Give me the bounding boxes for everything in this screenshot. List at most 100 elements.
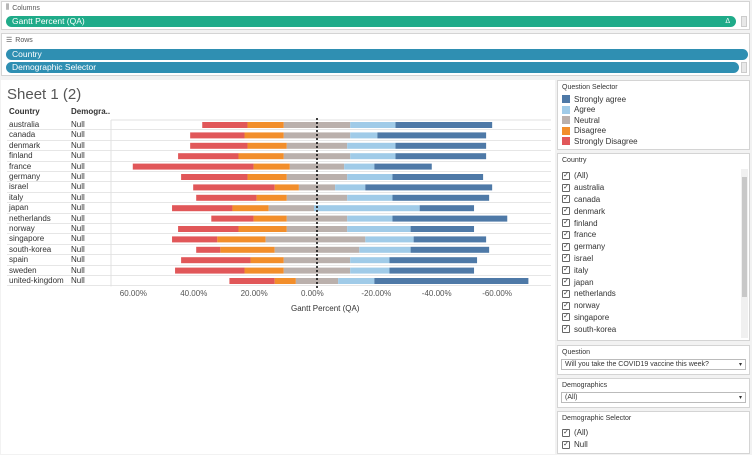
country-scroll-thumb[interactable] — [742, 177, 747, 297]
checkbox-checked-icon[interactable]: ✓ — [562, 219, 570, 228]
row-label-country[interactable]: sweden — [9, 265, 37, 275]
bar-disagree-germany[interactable] — [247, 174, 287, 180]
bar-strongly-agree-singapore[interactable] — [413, 236, 487, 243]
bar-neutral-south-korea[interactable] — [274, 246, 360, 253]
bar-disagree-canada[interactable] — [244, 132, 284, 139]
bar-strongly-disagree-united-kingdom[interactable] — [229, 278, 275, 284]
bar-strongly-agree-france[interactable] — [374, 163, 432, 170]
row-label-country[interactable]: netherlands — [9, 213, 51, 223]
bar-strongly-disagree-south-korea[interactable] — [196, 246, 221, 253]
legend-item[interactable]: Strongly agree — [558, 94, 749, 105]
checkbox-checked-icon[interactable]: ✓ — [562, 289, 570, 298]
bar-agree-south-korea[interactable] — [359, 246, 411, 253]
row-label-country[interactable]: finland — [9, 151, 33, 161]
bar-agree-france[interactable] — [344, 163, 375, 170]
bar-strongly-agree-spain[interactable] — [389, 257, 478, 264]
bar-disagree-australia[interactable] — [247, 122, 284, 128]
bar-agree-finland[interactable] — [350, 153, 396, 160]
filter-option[interactable]: ✓ Null — [558, 439, 749, 451]
bar-neutral-denmark[interactable] — [286, 142, 348, 149]
bar-disagree-italy[interactable] — [256, 194, 287, 201]
rows-scrollbar[interactable] — [741, 62, 747, 73]
filter-option[interactable]: ✓ denmark — [558, 205, 749, 217]
bar-strongly-agree-germany[interactable] — [392, 174, 484, 180]
filter-option[interactable]: ✓ italy — [558, 264, 749, 276]
filter-option[interactable]: ✓ germany — [558, 241, 749, 253]
country-scrollbar[interactable] — [741, 169, 748, 338]
bar-strongly-disagree-italy[interactable] — [196, 194, 257, 201]
bar-strongly-agree-australia[interactable] — [395, 122, 493, 128]
filter-option[interactable]: ✓ (All) — [558, 427, 749, 439]
bar-strongly-disagree-sweden[interactable] — [175, 267, 245, 274]
filter-option[interactable]: ✓ norway — [558, 300, 749, 312]
checkbox-checked-icon[interactable]: ✓ — [562, 183, 570, 192]
filter-option[interactable]: ✓ australia — [558, 182, 749, 194]
bar-agree-australia[interactable] — [350, 122, 396, 128]
bar-disagree-united-kingdom[interactable] — [274, 278, 296, 284]
bar-strongly-agree-japan[interactable] — [419, 205, 475, 212]
bar-strongly-agree-united-kingdom[interactable] — [374, 278, 529, 284]
demographics-dropdown[interactable]: (All) ▾ — [561, 392, 746, 403]
checkbox-checked-icon[interactable]: ✓ — [562, 254, 570, 263]
checkbox-checked-icon[interactable]: ✓ — [562, 266, 570, 275]
bar-agree-italy[interactable] — [347, 194, 393, 201]
row-label-country[interactable]: canada — [9, 130, 36, 140]
bar-disagree-denmark[interactable] — [247, 142, 287, 149]
bar-neutral-germany[interactable] — [286, 174, 348, 180]
col-header-demographic[interactable]: Demogra.. — [71, 107, 111, 116]
bar-agree-spain[interactable] — [350, 257, 390, 264]
bar-agree-sweden[interactable] — [350, 267, 390, 274]
bar-neutral-singapore[interactable] — [265, 236, 366, 243]
bar-agree-japan[interactable] — [313, 205, 420, 212]
bar-strongly-disagree-canada[interactable] — [190, 132, 245, 139]
bar-neutral-japan[interactable] — [268, 205, 314, 212]
row-label-country[interactable]: norway — [9, 224, 35, 233]
row-label-country[interactable]: singapore — [9, 234, 45, 244]
bar-agree-netherlands[interactable] — [347, 215, 393, 222]
bar-strongly-agree-denmark[interactable] — [395, 142, 487, 149]
row-label-country[interactable]: israel — [9, 182, 29, 192]
filter-option[interactable]: ✓ singapore — [558, 312, 749, 324]
bar-agree-united-kingdom[interactable] — [338, 278, 375, 284]
bar-disagree-israel[interactable] — [274, 184, 299, 191]
row-label-country[interactable]: australia — [9, 120, 40, 129]
bar-strongly-disagree-netherlands[interactable] — [211, 215, 254, 222]
filter-option[interactable]: ✓ south-korea — [558, 323, 749, 335]
bar-disagree-france[interactable] — [253, 163, 290, 170]
bar-strongly-disagree-denmark[interactable] — [190, 142, 248, 149]
country-pill[interactable]: Country — [6, 49, 748, 60]
checkbox-checked-icon[interactable]: ✓ — [562, 171, 570, 180]
bar-strongly-disagree-japan[interactable] — [172, 205, 233, 212]
bar-disagree-netherlands[interactable] — [253, 215, 287, 222]
bar-agree-denmark[interactable] — [347, 142, 396, 149]
bar-agree-singapore[interactable] — [365, 236, 414, 243]
bar-neutral-finland[interactable] — [283, 153, 351, 160]
bar-disagree-finland[interactable] — [238, 153, 284, 160]
bar-strongly-disagree-finland[interactable] — [178, 153, 239, 160]
bar-strongly-agree-canada[interactable] — [377, 132, 487, 139]
bar-strongly-disagree-israel[interactable] — [193, 184, 275, 191]
bar-disagree-south-korea[interactable] — [220, 246, 275, 253]
bar-strongly-agree-netherlands[interactable] — [392, 215, 508, 222]
bar-disagree-spain[interactable] — [250, 257, 284, 264]
checkbox-checked-icon[interactable]: ✓ — [562, 313, 570, 322]
filter-option[interactable]: ✓ finland — [558, 217, 749, 229]
bar-neutral-spain[interactable] — [283, 257, 351, 264]
bar-strongly-agree-south-korea[interactable] — [410, 246, 490, 253]
columns-scrollbar[interactable] — [741, 16, 747, 27]
filter-option[interactable]: ✓ (All) — [558, 170, 749, 182]
checkbox-checked-icon[interactable]: ✓ — [562, 242, 570, 251]
bar-strongly-agree-norway[interactable] — [410, 226, 475, 232]
bar-strongly-disagree-germany[interactable] — [181, 174, 248, 180]
legend-item[interactable]: Disagree — [558, 126, 749, 137]
bar-disagree-norway[interactable] — [238, 226, 287, 232]
filter-option[interactable]: ✓ france — [558, 229, 749, 241]
row-label-country[interactable]: denmark — [9, 140, 41, 150]
bar-neutral-norway[interactable] — [286, 226, 348, 232]
checkbox-checked-icon[interactable]: ✓ — [562, 428, 570, 437]
row-label-country[interactable]: spain — [9, 255, 29, 265]
gantt-percent-pill[interactable]: Gantt Percent (QA) Δ — [6, 16, 736, 27]
row-label-country[interactable]: italy — [9, 192, 24, 202]
filter-option[interactable]: ✓ netherlands — [558, 288, 749, 300]
bar-agree-canada[interactable] — [350, 132, 378, 139]
